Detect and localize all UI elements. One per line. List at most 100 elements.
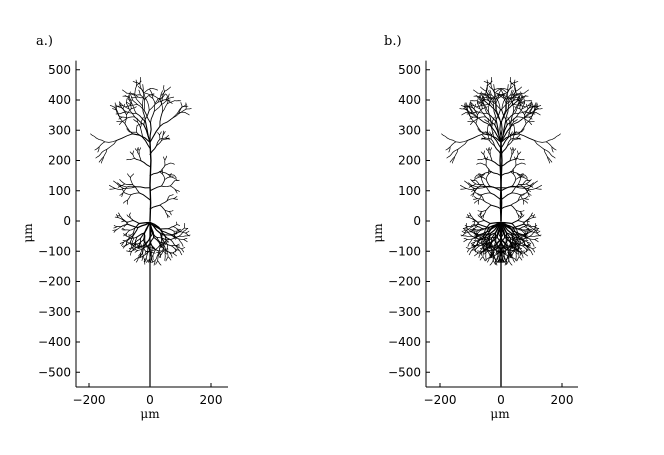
dendrite-segment-mirrored <box>530 212 534 217</box>
dendrite-segment <box>510 200 519 206</box>
x-tick-label: 200 <box>551 393 574 407</box>
dendrite-segment <box>90 133 97 139</box>
dendrite-segment <box>163 85 165 92</box>
dendrite-segment <box>523 252 528 257</box>
dendrite-segment-mirrored <box>518 92 523 98</box>
dendrite-segment <box>169 211 172 216</box>
dendrite-segment <box>165 137 171 140</box>
dendrite-segment <box>163 156 166 161</box>
dendrite-segment <box>477 214 480 217</box>
y-tick-label: −200 <box>388 275 421 289</box>
dendrite-segment-mirrored <box>516 173 521 178</box>
dendrite-segment <box>132 220 140 225</box>
dendrite-segment-mirrored <box>513 148 517 151</box>
dendrite-segment <box>136 150 140 155</box>
dendrite-segment-mirrored <box>497 244 501 248</box>
dendrite-segment-mirrored <box>461 112 467 116</box>
dendrite-segment-mirrored <box>482 251 485 258</box>
dendrite-segment <box>130 103 132 110</box>
dendrite-segment <box>494 109 501 126</box>
dendrite-segment-mirrored <box>529 182 534 186</box>
dendrite-segment <box>123 186 136 189</box>
dendrite-segment <box>157 95 162 103</box>
dendrite-segment-mirrored <box>463 239 468 243</box>
y-tick-label: 200 <box>398 154 421 168</box>
dendrite-segment-mirrored <box>497 255 501 260</box>
dendrite-segment-mirrored <box>527 217 534 220</box>
dendrite-segment <box>160 91 166 96</box>
dendrite-segment <box>160 170 169 175</box>
dendrite-segment <box>174 189 178 194</box>
dendrite-segment-mirrored <box>526 184 534 189</box>
dendrite-segment <box>116 105 122 109</box>
dendrite-segment-mirrored <box>509 154 513 162</box>
panel-a-axes: 5004003002001000−100−200−300−400−500−200… <box>38 60 228 407</box>
dendrite-segment <box>177 111 186 114</box>
dendrite-segment <box>449 141 457 148</box>
dendrite-segment <box>176 228 180 230</box>
dendrite-segment-mirrored <box>490 204 502 210</box>
dendrite-segment <box>159 248 164 254</box>
dendrite-segment <box>172 198 178 200</box>
dendrite-segment-mirrored <box>473 198 479 200</box>
dendrite-segment-mirrored <box>505 90 509 99</box>
dendrite-segment <box>122 218 129 225</box>
dendrite-segment-mirrored <box>477 226 484 230</box>
dendrite-segment <box>518 173 526 176</box>
dendrite-segment <box>138 147 141 151</box>
dendrite-segment-mirrored <box>488 221 502 232</box>
dendrite-segment-mirrored <box>463 227 468 232</box>
dendrite-segment <box>150 244 154 248</box>
dendrite-segment <box>503 246 507 250</box>
dendrite-segment-mirrored <box>485 255 487 261</box>
dendrite-segment-mirrored <box>476 234 481 238</box>
dendrite-segment-mirrored <box>523 240 529 242</box>
dendrite-segment <box>139 77 141 85</box>
dendrite-segment-mirrored <box>514 106 521 110</box>
dendrite-segment-mirrored <box>490 237 495 243</box>
dendrite-segment <box>153 236 162 247</box>
dendrite-segment <box>114 107 120 116</box>
dendrite-segment <box>162 173 166 180</box>
dendrite-segment <box>143 257 147 263</box>
dendrite-segment-mirrored <box>525 183 532 188</box>
dendrite-segment <box>127 223 139 229</box>
dendrite-segment-mirrored <box>483 210 487 215</box>
dendrite-segment <box>515 249 517 257</box>
dendrite-segment <box>153 260 156 266</box>
dendrite-segment <box>126 108 132 115</box>
dendrite-segment-mirrored <box>532 180 538 185</box>
dendrite-segment <box>122 95 129 98</box>
dendrite-segment <box>126 116 135 119</box>
dendrite-segment-mirrored <box>516 153 519 159</box>
dendrite-segment-mirrored <box>500 94 507 101</box>
dendrite-segment <box>166 214 170 218</box>
dendrite-segment <box>129 151 134 155</box>
dendrite-segment-mirrored <box>465 235 473 237</box>
dendrite-segment <box>122 186 127 194</box>
dendrite-segment-mirrored <box>477 173 484 179</box>
dendrite-segment <box>516 137 522 140</box>
dendrite-segment <box>124 114 127 124</box>
dendrite-segment-mirrored <box>513 250 517 253</box>
dendrite-segment <box>104 139 118 143</box>
dendrite-segment-mirrored <box>482 170 491 175</box>
dendrite-segment <box>532 248 536 253</box>
dendrite-segment <box>485 223 491 229</box>
dendrite-segment-mirrored <box>517 234 524 240</box>
panel-b-label: b.) <box>384 34 402 49</box>
dendrite-segment <box>514 156 517 161</box>
dendrite-segment-mirrored <box>467 242 470 247</box>
dendrite-segment <box>464 180 470 185</box>
dendrite-segment-mirrored <box>493 145 502 155</box>
dendrite-segment <box>465 107 471 116</box>
dendrite-segment-mirrored <box>474 252 479 257</box>
dendrite-segment <box>465 216 470 219</box>
dendrite-segment <box>468 217 475 220</box>
dendrite-segment <box>146 250 151 255</box>
dendrite-segment <box>145 121 151 143</box>
dendrite-segment-mirrored <box>518 133 535 141</box>
dendrite-segment <box>503 232 509 239</box>
dendrite-segment <box>512 179 517 187</box>
dendrite-segment-mirrored <box>485 179 490 187</box>
